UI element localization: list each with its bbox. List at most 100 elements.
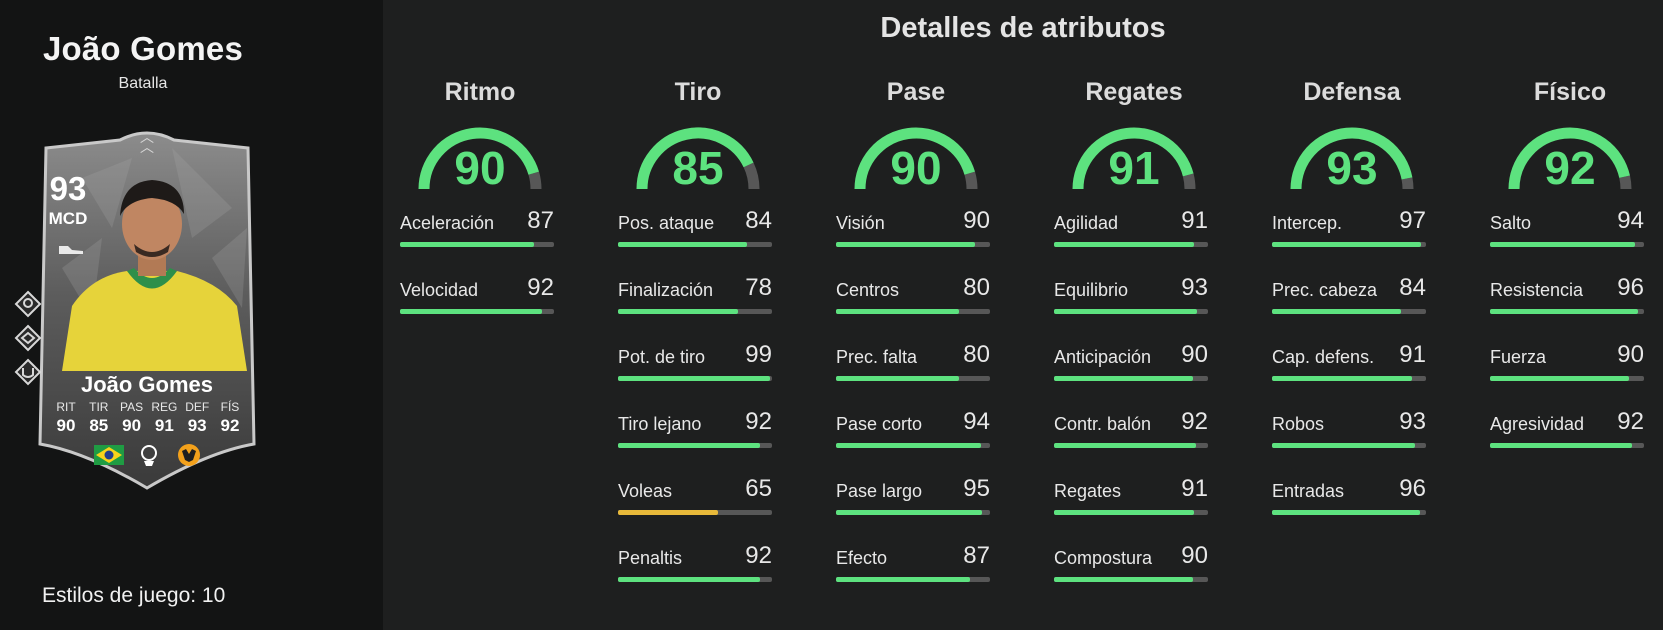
stat-label: Contr. balón — [1054, 414, 1152, 434]
stat-bar-track — [618, 242, 772, 247]
stat-row[interactable]: Intercep. 97 — [1272, 207, 1432, 274]
stat-row[interactable]: Resistencia 96 — [1490, 274, 1650, 341]
stat-row[interactable]: Entradas 96 — [1272, 475, 1432, 542]
stat-value: 90 — [1181, 341, 1208, 368]
stat-label: Visión — [836, 213, 885, 233]
stat-value: 95 — [963, 475, 990, 502]
category-value: 90 — [890, 142, 942, 194]
stat-row[interactable]: Anticipación 90 — [1054, 341, 1214, 408]
stat-row[interactable]: Efecto 87 — [836, 542, 996, 609]
stat-row[interactable]: Prec. cabeza 84 — [1272, 274, 1432, 341]
gauge-fill — [1290, 127, 1413, 190]
category-title: Tiro — [674, 78, 722, 106]
playstyle-bruiser-icon[interactable] — [14, 358, 42, 386]
stat-bar-fill — [1054, 510, 1194, 515]
stat-row[interactable]: Penaltis 92 — [618, 542, 778, 609]
stat-row[interactable]: Fuerza 90 — [1490, 341, 1650, 408]
stat-value: 97 — [1399, 207, 1426, 234]
stat-row[interactable]: Agresividad 92 — [1490, 408, 1650, 475]
player-card-type: Batalla — [118, 75, 168, 92]
stat-row[interactable]: Tiro lejano 92 — [618, 408, 778, 475]
card-stat-value: 90 — [56, 416, 76, 435]
stat-row[interactable]: Pos. ataque 84 — [618, 207, 778, 274]
stat-bar-fill — [1272, 309, 1401, 314]
card-stat-label: PAS — [120, 400, 144, 414]
stat-bar-track — [400, 242, 554, 247]
stat-bar-fill — [400, 242, 534, 247]
stat-bar-fill — [1054, 376, 1193, 381]
card-stat-value: 91 — [154, 416, 174, 435]
gauge-track — [1182, 173, 1196, 190]
player-card[interactable]: ︿ ︿ 93 MCD Joã — [14, 118, 272, 490]
stat-row[interactable]: Pase largo 95 — [836, 475, 996, 542]
stat-value: 90 — [1617, 341, 1644, 368]
stat-value: 93 — [1399, 408, 1426, 435]
stat-bar-track — [1054, 510, 1208, 515]
stat-row[interactable]: Pot. de tiro 99 — [618, 341, 778, 408]
stat-bar-track — [1272, 443, 1426, 448]
category-gauge: 85 — [633, 121, 763, 195]
gauge-track — [964, 171, 978, 190]
attributes-title: Detalles de atributos — [880, 12, 1166, 44]
attribute-column-0: Ritmo 90 Aceleración 87 Velocidad 92 — [400, 78, 560, 341]
stat-bar-fill — [618, 242, 747, 247]
stat-row[interactable]: Visión 90 — [836, 207, 996, 274]
stat-bar-track — [1054, 577, 1208, 582]
stat-row[interactable]: Velocidad 92 — [400, 274, 560, 341]
card-position: MCD — [48, 209, 88, 228]
stat-bar-fill — [618, 577, 760, 582]
stat-row[interactable]: Compostura 90 — [1054, 542, 1214, 609]
stat-row[interactable]: Aceleración 87 — [400, 207, 560, 274]
stat-value: 78 — [745, 274, 772, 301]
stat-row[interactable]: Equilibrio 93 — [1054, 274, 1214, 341]
attribute-column-5: Físico 92 Salto 94 Resistencia 96 Fuerza 90 Agre… — [1490, 78, 1650, 475]
stat-bar-track — [1054, 242, 1208, 247]
category-title: Regates — [1085, 78, 1183, 106]
stat-label: Tiro lejano — [618, 414, 702, 434]
premier-league-icon — [141, 445, 157, 466]
stat-bar-track — [618, 443, 772, 448]
category-gauge: 90 — [415, 121, 545, 195]
stat-label: Intercep. — [1272, 213, 1343, 233]
gauge-fill — [1072, 127, 1194, 190]
stat-value: 92 — [745, 408, 772, 435]
playstyles-count: Estilos de juego: 10 — [42, 584, 226, 607]
stat-row[interactable]: Salto 94 — [1490, 207, 1650, 274]
stat-bar-fill — [618, 510, 718, 515]
stat-value: 80 — [963, 341, 990, 368]
card-stat: RIT 90 — [50, 400, 82, 436]
playstyle-anticipate-icon[interactable] — [14, 290, 42, 318]
stat-label: Compostura — [1054, 548, 1153, 568]
card-stat-label: FÍS — [220, 400, 240, 414]
stat-row[interactable]: Voleas 65 — [618, 475, 778, 542]
stat-value: 91 — [1181, 207, 1208, 234]
card-player-name: João Gomes — [80, 372, 214, 397]
stat-bar-fill — [836, 309, 959, 314]
stat-value: 92 — [745, 542, 772, 569]
stat-row[interactable]: Regates 91 — [1054, 475, 1214, 542]
category-gauge: 93 — [1287, 121, 1417, 195]
player-name: João Gomes — [42, 30, 244, 67]
stat-bar-track — [1272, 242, 1426, 247]
stat-bar-track — [836, 443, 990, 448]
card-badges — [94, 443, 204, 467]
stat-bar-track — [836, 510, 990, 515]
stat-row[interactable]: Pase corto 94 — [836, 408, 996, 475]
stat-bar-track — [400, 309, 554, 314]
stat-row[interactable]: Contr. balón 92 — [1054, 408, 1214, 475]
stat-row[interactable]: Prec. falta 80 — [836, 341, 996, 408]
stat-row[interactable]: Agilidad 91 — [1054, 207, 1214, 274]
stat-value: 90 — [1181, 542, 1208, 569]
playstyle-intercept-icon[interactable] — [14, 324, 42, 352]
stat-row[interactable]: Cap. defens. 91 — [1272, 341, 1432, 408]
stat-label: Regates — [1054, 481, 1122, 501]
category-gauge: 91 — [1069, 121, 1199, 195]
stat-label: Equilibrio — [1054, 280, 1129, 300]
stat-bar-fill — [1490, 242, 1635, 247]
stat-bar-track — [1272, 376, 1426, 381]
stat-row[interactable]: Robos 93 — [1272, 408, 1432, 475]
stat-row[interactable]: Centros 80 — [836, 274, 996, 341]
stat-row[interactable]: Finalización 78 — [618, 274, 778, 341]
stat-bar-track — [836, 242, 990, 247]
stat-label: Agilidad — [1054, 213, 1119, 233]
